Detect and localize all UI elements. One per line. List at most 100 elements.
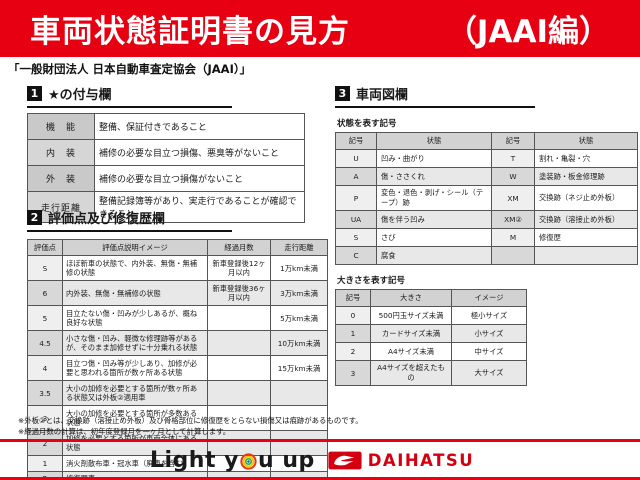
state-header-row-cell: 状態 (534, 132, 638, 150)
section2-number-badge: 2 (27, 210, 42, 225)
score-cell: S (27, 255, 63, 282)
size-desc-cell: A4サイズを超えたもの (370, 360, 452, 386)
section-evaluation-scores: 2 評価点及び修復歴欄 評価点 評価点説明イメージ 経過月数 走行距離 S ほぼ新車の状… (27, 208, 328, 480)
size-header-row-cell: 大きさ (370, 289, 452, 307)
attribute-desc-cell: 整備、保証付きであること (94, 113, 305, 140)
state-desc-cell: 交換跡（ネジ止め外板） (534, 185, 638, 211)
score-desc-cell: 内外装、無傷・無補修の状態 (62, 280, 208, 307)
evaluation-header-row-cell: 走行距離 (270, 238, 328, 257)
state-header-row: 記号 状態 記号 状態 (335, 132, 638, 150)
symbol-cell: M (491, 228, 535, 247)
months-cell: 新車登録後12ヶ月以内 (207, 255, 271, 282)
size-desc-cell: A4サイズ未満 (370, 342, 452, 361)
section1-header: 1 ★の付与欄 (27, 84, 232, 108)
state-symbol-row: S さび M 修復歴 (335, 228, 638, 247)
symbol-cell: C (335, 246, 377, 265)
size-image-cell: 小サイズ (451, 324, 527, 343)
months-cell (207, 330, 271, 357)
months-cell: 新車登録後36ヶ月以内 (207, 280, 271, 307)
symbol-cell: U (335, 149, 377, 168)
score-desc-cell: 目立たない傷・凹みが少しあるが、概ね良好な状態 (62, 305, 208, 332)
attribute-desc-cell: 補修の必要な目立つ損傷がないこと (94, 165, 305, 192)
size-image-cell: 大サイズ (451, 360, 527, 386)
footnotes: ※外板②とは、交換跡（溶接止め外板）及び骨格部位に修復歴をとらない損傷又は痕跡が… (18, 415, 363, 438)
size-symbol-cell: 2 (335, 342, 371, 361)
state-symbols-caption: 状態を表す記号 (337, 119, 397, 129)
page-title-edition: （JAAI編） (445, 14, 610, 50)
state-symbol-row: U 凹み・曲がり T 割れ・亀裂・穴 (335, 149, 638, 168)
page-title: 車両状態証明書の見方 (30, 14, 350, 50)
star-criteria-row: 内 装補修の必要な目立つ損傷、悪臭等がないこと (27, 139, 305, 166)
section-star-criteria: 1 ★の付与欄 機 能整備、保証付きであること内 装補修の必要な目立つ損傷、悪臭… (27, 84, 305, 223)
attribute-label-cell: 外 装 (27, 165, 95, 192)
state-desc-cell: 傷を伴う凹み (376, 210, 492, 229)
score-cell: 1 (27, 455, 63, 472)
score-cell: 6 (27, 280, 63, 307)
section3-title: 車両図欄 (356, 88, 409, 103)
state-desc-cell: 修復歴 (534, 228, 638, 247)
mileage-cell: 1万km未満 (270, 255, 328, 282)
size-symbol-cell: 3 (335, 360, 371, 386)
months-cell (207, 355, 271, 382)
slogan-text-before: Light y (150, 447, 239, 473)
size-desc-cell: 500円玉サイズ未満 (370, 306, 452, 325)
symbol-cell: T (491, 149, 535, 168)
evaluation-header-row-cell: 経過月数 (207, 238, 271, 257)
score-desc-cell: 小さな傷・凹み、軽微な修理跡等があるが、そのまま加修せずに十分乗れる状態 (62, 330, 208, 357)
evaluation-row: 3.5 大小の加修を必要とする箇所が数ヶ所ある状態又は外板②適用車 (27, 380, 328, 407)
brand-footer: Light y u up DAIHATSU (150, 446, 474, 474)
slogan-text-after: u up (258, 447, 315, 473)
state-symbol-row: C 腐食 (335, 246, 638, 265)
red-divider-line (0, 439, 640, 442)
footnote-1: ※外板②とは、交換跡（溶接止め外板）及び骨格部位に修復歴をとらない損傷又は痕跡が… (18, 416, 363, 425)
mileage-cell: 15万km未満 (270, 355, 328, 382)
evaluation-row: 3 大小の加修を必要とする箇所が多数ある状態 (27, 405, 328, 432)
evaluation-row: 4.5 小さな傷・凹み、軽微な修理跡等があるが、そのまま加修せずに十分乗れる状態 1… (27, 330, 328, 357)
size-symbol-cell: 1 (335, 324, 371, 343)
symbol-cell: P (335, 185, 377, 211)
score-cell: 4.5 (27, 330, 63, 357)
size-header-row-cell: イメージ (451, 289, 527, 307)
footnote-2: ※経過月数の計算は、初年度登録月を一ヶ月として計算します。 (18, 427, 231, 437)
star-criteria-row: 外 装補修の必要な目立つ損傷がないこと (27, 165, 305, 192)
symbol-cell: W (491, 167, 535, 186)
state-header-row-cell: 記号 (491, 132, 535, 150)
target-ring-icon (240, 452, 257, 470)
attribute-desc-cell: 整備記録簿等があり、実走行であることが確認できること (94, 191, 305, 223)
issuer-subtitle: 「一般財団法人 日本自動車査定協会（JAAI）」 (8, 62, 252, 76)
state-desc-cell: 変色・退色・剥げ・シール（テープ）跡 (376, 185, 492, 211)
section3-number-badge: 3 (335, 86, 350, 101)
score-cell: 3.5 (27, 380, 63, 407)
evaluation-header-row-cell: 評価点説明イメージ (62, 238, 208, 257)
score-cell: 4 (27, 355, 63, 382)
symbol-cell: XM (491, 185, 535, 211)
size-desc-cell: カードサイズ未満 (370, 324, 452, 343)
state-symbol-row: UA 傷を伴う凹み XM② 交換跡（溶接止め外板） (335, 210, 638, 229)
size-symbol-row: 1 カードサイズ未満 小サイズ (335, 324, 527, 343)
evaluation-row: 4 目立つ傷・凹み等が少しあり、加修が必要と思われる箇所が数ヶ所ある状態 15万km… (27, 355, 328, 382)
symbol-cell: XM② (491, 210, 535, 229)
score-cell: 5 (27, 305, 63, 332)
state-symbol-row: A 傷・ささくれ W 塗装跡・板金修理跡 (335, 167, 638, 186)
evaluation-row: 5 目立たない傷・凹みが少しあるが、概ね良好な状態 5万km未満 (27, 305, 328, 332)
mileage-cell: 5万km未満 (270, 305, 328, 332)
state-symbol-row: P 変色・退色・剥げ・シール（テープ）跡 XM 交換跡（ネジ止め外板） (335, 185, 638, 211)
state-desc-cell: 傷・ささくれ (376, 167, 492, 186)
size-image-cell: 中サイズ (451, 342, 527, 361)
state-desc-cell: 凹み・曲がり (376, 149, 492, 168)
size-header-row: 記号 大きさ イメージ (335, 289, 527, 307)
state-desc-cell: 交換跡（溶接止め外板） (534, 210, 638, 229)
star-criteria-row: 機 能整備、保証付きであること (27, 113, 305, 140)
symbol-cell: A (335, 167, 377, 186)
evaluation-row: S ほぼ新車の状態で、内外装、無傷・無補修の状態 新車登録後12ヶ月以内 1万km未満 (27, 255, 328, 282)
size-image-cell: 極小サイズ (451, 306, 527, 325)
mileage-cell (270, 405, 328, 432)
score-desc-cell: 大小の加修を必要とする箇所が多数ある状態 (62, 405, 208, 432)
size-header-row-cell: 記号 (335, 289, 371, 307)
section1-number-badge: 1 (27, 86, 42, 101)
bottom-red-strip (0, 477, 640, 480)
state-desc-cell: さび (376, 228, 492, 247)
months-cell (207, 380, 271, 407)
score-desc-cell: 大小の加修を必要とする箇所が数ヶ所ある状態又は外板②適用車 (62, 380, 208, 407)
